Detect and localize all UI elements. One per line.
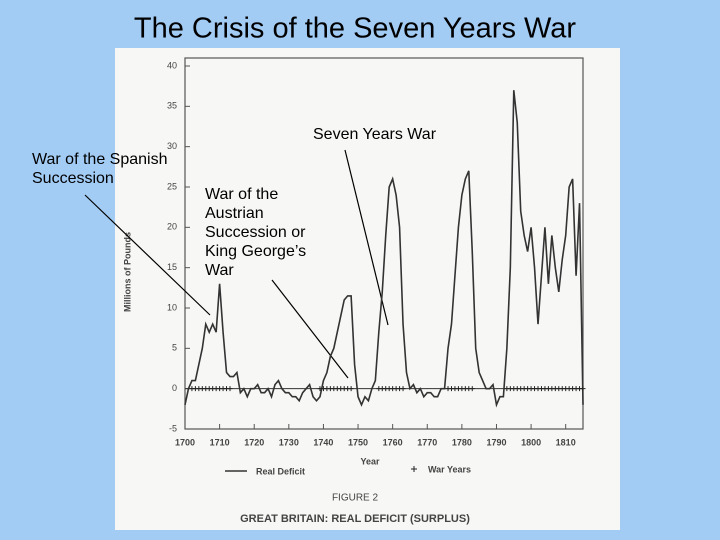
arrow-seven-years [344,149,389,326]
y-tick-label: 0 [172,383,177,393]
x-tick-label: 1810 [556,437,576,447]
x-tick-label: 1750 [348,437,368,447]
x-tick-label: 1790 [486,437,506,447]
figure-caption: GREAT BRITAIN: REAL DEFICIT (SURPLUS) [240,513,470,525]
y-tick-label: 5 [172,343,177,353]
plot-frame [184,57,584,430]
arrow-spanish [84,194,211,316]
x-tick-label: 1760 [383,437,403,447]
y-tick-label: -5 [169,423,177,433]
legend-label: War Years [428,464,471,474]
x-tick-label: 1780 [452,437,472,447]
y-tick-label: 35 [167,101,177,111]
y-axis-label: Millions of Pounds [122,232,132,312]
y-tick-label: 40 [167,60,177,70]
x-tick-label: 1730 [279,437,299,447]
y-tick-label: 15 [167,262,177,272]
annotation: Seven Years War [313,126,437,143]
war-year-marker [348,386,354,392]
x-tick-label: 1710 [210,437,230,447]
war-year-marker [469,386,475,392]
legend-marker [411,466,417,472]
slide-title: The Crisis of the Seven Years War [134,13,577,45]
arrow-austrian [271,279,349,379]
annotation: War of the Austrian Succession or King G… [205,186,307,279]
y-tick-label: 10 [167,302,177,312]
war-year-marker [227,386,233,392]
deficit-line [184,90,584,408]
figure-label: FIGURE 2 [332,493,379,504]
x-tick-label: 1800 [521,437,541,447]
x-tick-label: 1770 [417,437,437,447]
y-tick-label: 20 [167,222,177,232]
annotation: War of the Spanish Succession [32,151,168,187]
x-tick-label: 1740 [313,437,333,447]
legend-label: Real Deficit [256,466,305,476]
war-year-marker [580,386,586,392]
x-axis-label: Year [360,456,380,466]
y-tick-label: 30 [167,141,177,151]
war-year-marker [400,386,406,392]
x-tick-label: 1700 [175,437,195,447]
x-tick-label: 1720 [244,437,264,447]
y-tick-label: 25 [167,181,177,191]
